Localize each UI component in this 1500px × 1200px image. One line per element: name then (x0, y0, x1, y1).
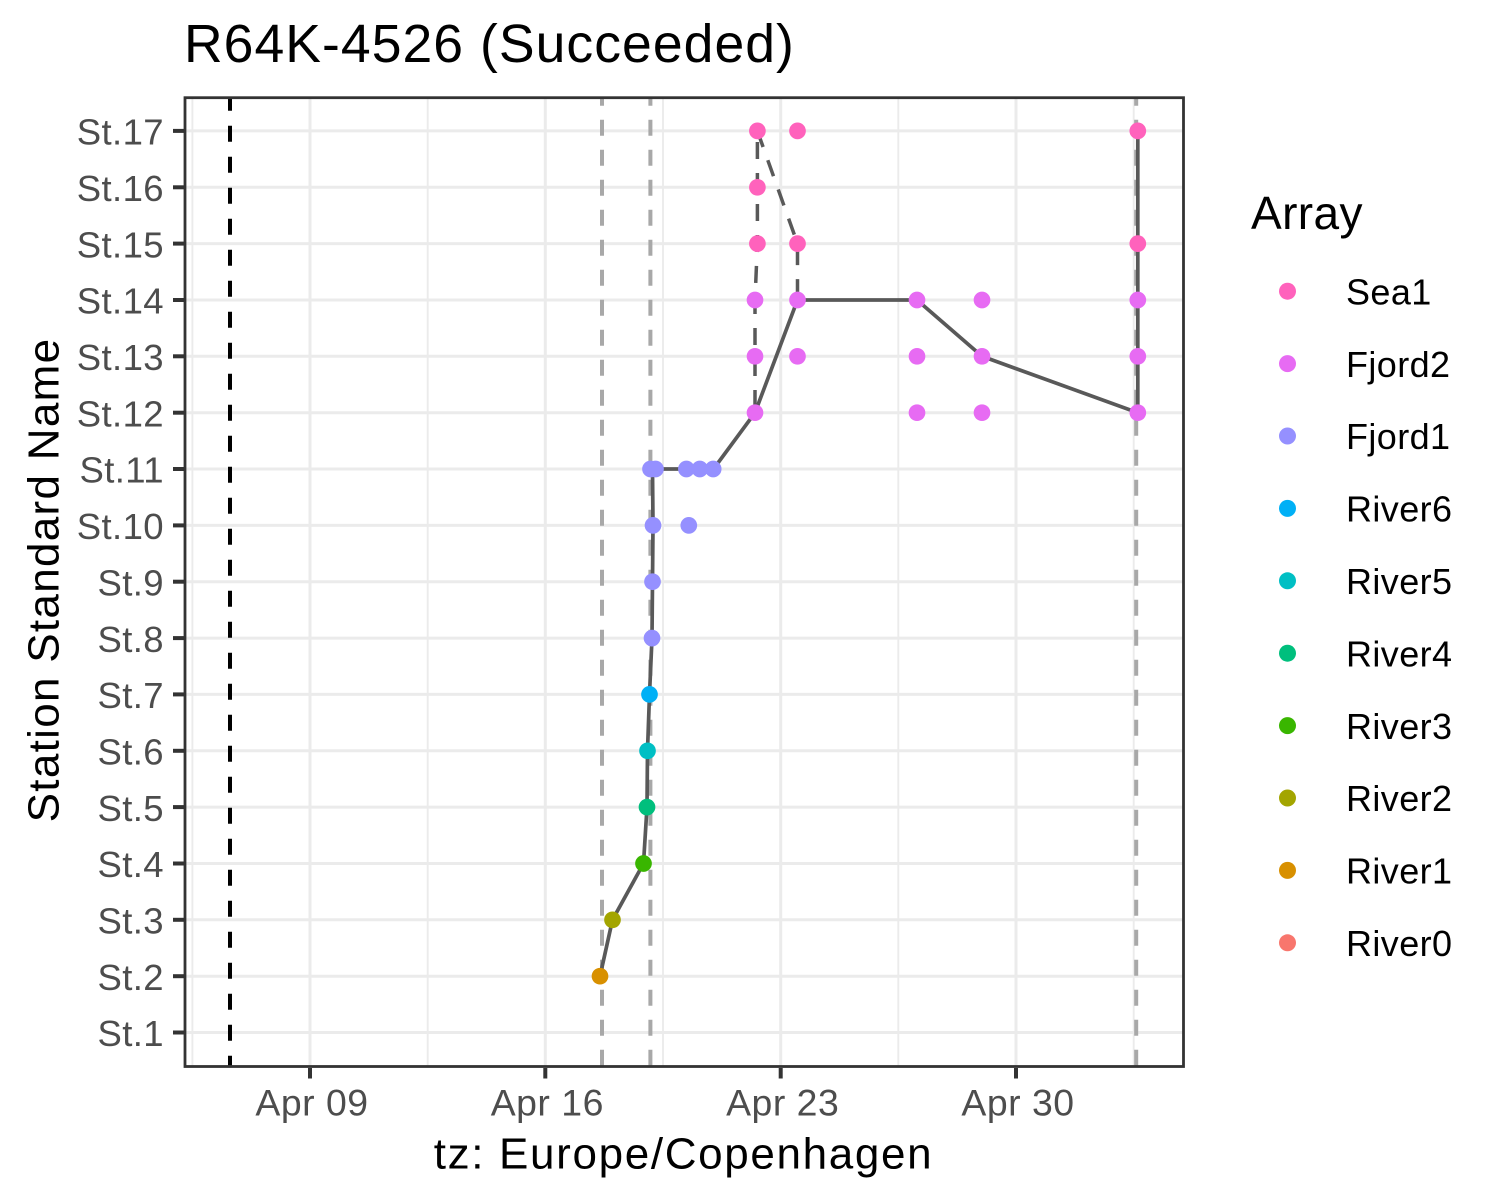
svg-text:Fjord1: Fjord1 (1346, 416, 1450, 457)
svg-text:St.14: St.14 (77, 281, 164, 322)
svg-text:tz: Europe/Copenhagen: tz: Europe/Copenhagen (434, 1129, 933, 1178)
svg-text:Apr 16: Apr 16 (491, 1082, 604, 1124)
svg-text:River6: River6 (1346, 489, 1452, 530)
svg-text:River4: River4 (1346, 633, 1452, 674)
svg-text:St.7: St.7 (97, 675, 164, 716)
svg-text:Station Standard Name: Station Standard Name (20, 338, 69, 823)
svg-text:Fjord2: Fjord2 (1346, 344, 1450, 385)
svg-text:Apr 23: Apr 23 (726, 1082, 839, 1124)
svg-text:River2: River2 (1346, 778, 1452, 819)
svg-text:St.6: St.6 (97, 732, 164, 773)
svg-text:St.5: St.5 (97, 788, 164, 829)
svg-text:St.12: St.12 (77, 393, 164, 434)
svg-text:Sea1: Sea1 (1346, 271, 1432, 312)
svg-text:St.1: St.1 (97, 1013, 164, 1054)
svg-text:St.13: St.13 (77, 337, 164, 378)
svg-text:St.2: St.2 (97, 957, 164, 998)
svg-text:St.10: St.10 (77, 506, 164, 547)
svg-text:R64K-4526 (Succeeded): R64K-4526 (Succeeded) (184, 15, 795, 74)
svg-text:St.16: St.16 (77, 168, 164, 209)
svg-text:River5: River5 (1346, 561, 1452, 602)
svg-text:River3: River3 (1346, 706, 1452, 747)
svg-text:St.4: St.4 (97, 844, 164, 885)
svg-text:St.9: St.9 (97, 562, 164, 603)
svg-text:Apr 30: Apr 30 (961, 1082, 1074, 1124)
svg-text:St.3: St.3 (97, 901, 164, 942)
svg-text:River1: River1 (1346, 851, 1452, 892)
svg-text:St.15: St.15 (77, 224, 164, 265)
svg-text:River0: River0 (1346, 923, 1452, 964)
svg-text:St.8: St.8 (97, 619, 164, 660)
svg-text:Apr 09: Apr 09 (255, 1082, 368, 1124)
svg-text:St.17: St.17 (77, 112, 164, 153)
svg-text:Array: Array (1251, 187, 1363, 239)
svg-text:St.11: St.11 (79, 450, 164, 491)
